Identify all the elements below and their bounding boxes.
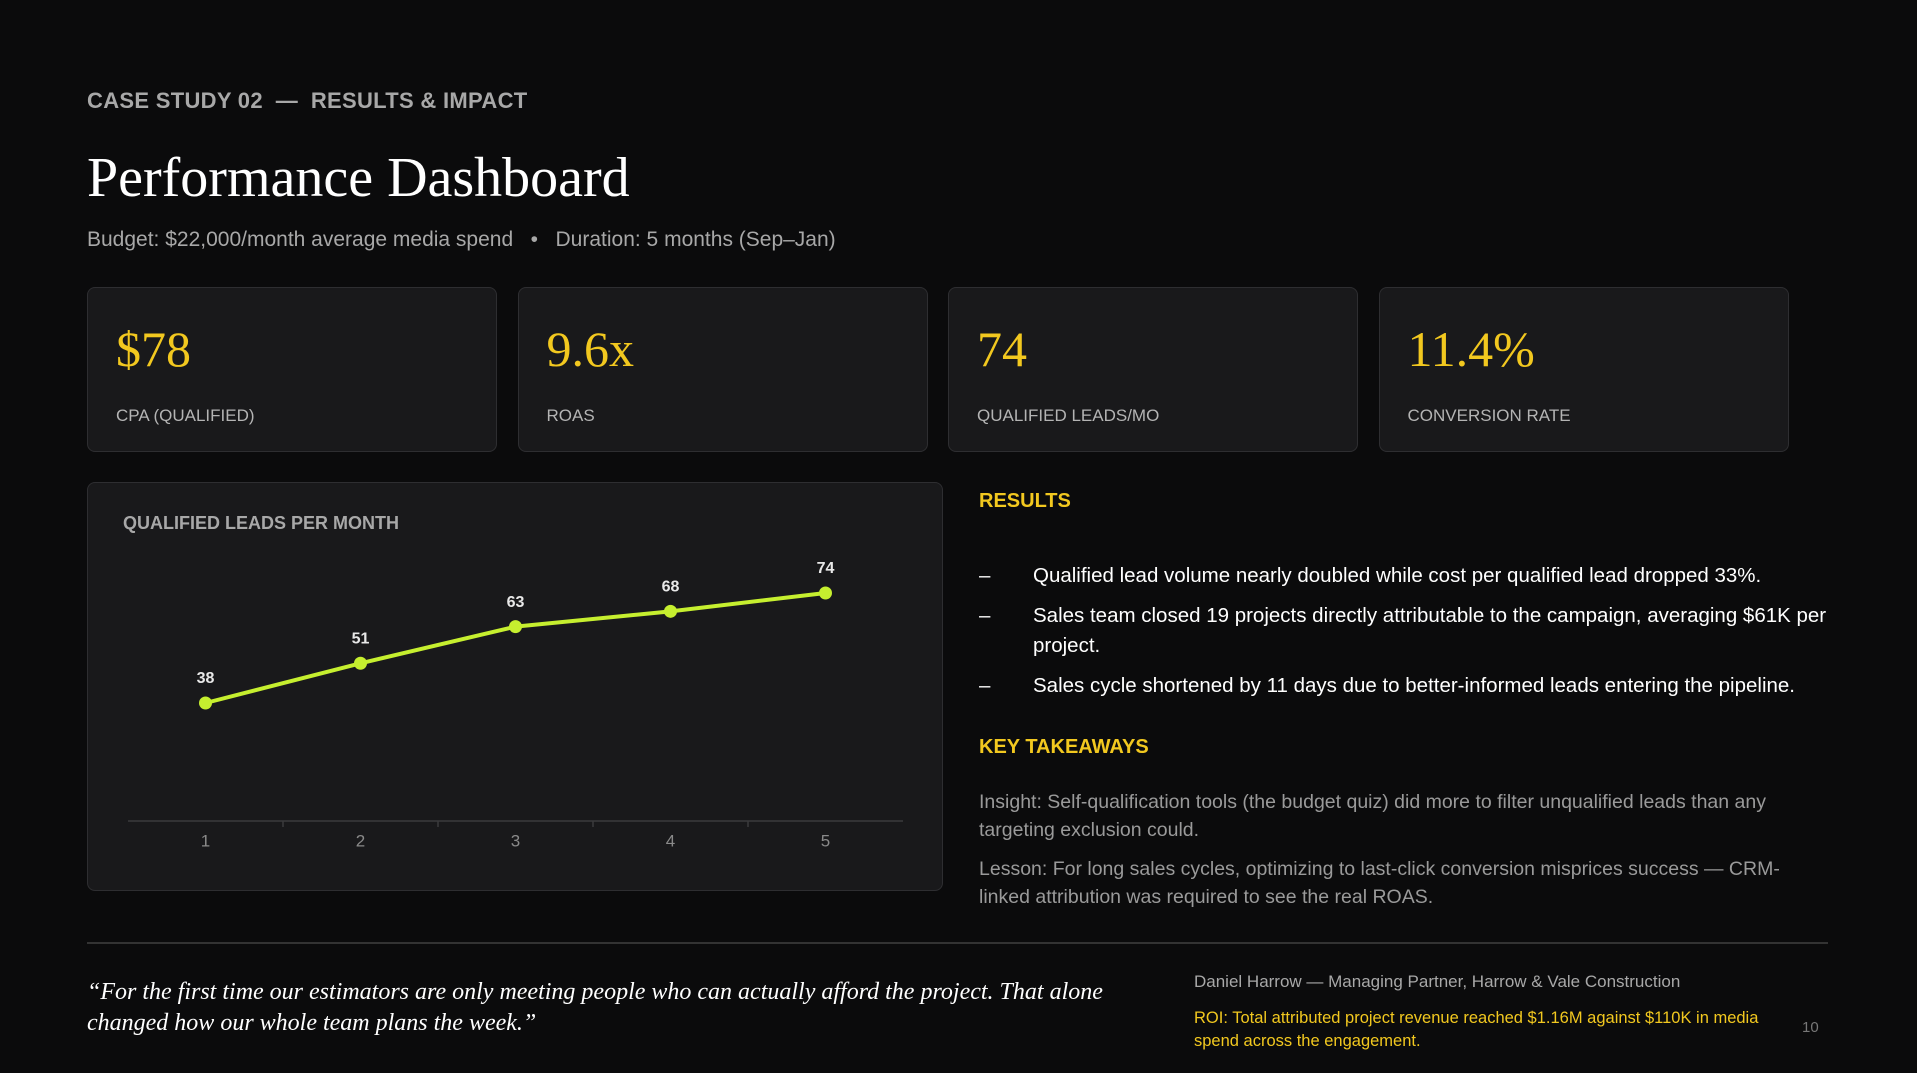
roi-note: ROI: Total attributed project revenue re…	[1194, 1009, 1759, 1050]
quote: “For the first time our estimators are o…	[87, 979, 1103, 1036]
result-text: Qualified lead volume nearly doubled whi…	[1033, 564, 1762, 587]
eyebrow: CASE STUDY 02 — RESULTS & IMPACT	[87, 88, 528, 113]
kpi-label: CPA (QUALIFIED)	[116, 406, 255, 425]
chart-card: QUALIFIED LEADS PER MONTH 1 2 3 4 5 38 51 63 68 74	[87, 482, 943, 891]
results-heading: RESULTS	[979, 490, 1071, 512]
x-tick-label: 3	[511, 831, 520, 850]
data-label: 51	[352, 630, 370, 647]
x-tick-label: 5	[821, 831, 830, 850]
kpi-card: 9.6x ROAS	[517, 287, 928, 452]
data-label: 68	[662, 579, 680, 596]
x-tick-label: 1	[201, 831, 210, 850]
meta: Budget: $22,000/month average media spen…	[87, 228, 836, 251]
data-label: 38	[197, 670, 215, 687]
eyebrow-text: CASE STUDY 02	[87, 88, 263, 113]
eyebrow-section: RESULTS & IMPACT	[310, 88, 528, 113]
point	[199, 696, 212, 710]
x-tick-label: 4	[666, 831, 675, 850]
result-item: – Sales cycle shortened by 11 days due to…	[979, 671, 1829, 701]
takeaways-heading: KEY TAKEAWAYS	[979, 736, 1149, 758]
meta-duration: Duration: 5 months (Sep–Jan)	[555, 228, 836, 251]
kpi-card: $78 CPA (QUALIFIED)	[87, 287, 497, 452]
kpi-value: 11.4%	[1407, 321, 1535, 377]
point	[664, 604, 677, 618]
kpi-value: 74	[977, 321, 1027, 377]
result-item: – Qualified lead volume nearly doubled wh…	[979, 561, 1829, 591]
kpi-value: 9.6x	[546, 321, 635, 377]
kpi-label: ROAS	[546, 406, 595, 425]
point	[819, 586, 832, 600]
result-text: Sales team closed 19 projects directly a…	[1033, 604, 1827, 657]
attribution: Daniel Harrow — Managing Partner, Harrow…	[1194, 972, 1681, 991]
data-label: 74	[817, 560, 835, 577]
point	[509, 620, 522, 634]
page-title: Performance Dashboard	[87, 147, 630, 209]
kpi-label: QUALIFIED LEADS/MO	[977, 406, 1160, 425]
chart: QUALIFIED LEADS PER MONTH 1 2 3 4 5 38 51 63 68 74	[123, 513, 903, 850]
x-tick-label: 2	[356, 831, 365, 850]
takeaway-item: Lesson: For long sales cycles, optimizin…	[979, 858, 1780, 908]
kpi-label: CONVERSION RATE	[1407, 406, 1571, 425]
page-number: 10	[1802, 1019, 1819, 1036]
data-label: 63	[507, 594, 525, 611]
result-text: Sales cycle shortened by 11 days due to …	[1033, 674, 1796, 697]
takeaway-item: Insight: Self-qualification tools (the b…	[979, 791, 1766, 841]
point	[354, 656, 367, 670]
meta-budget: Budget: $22,000/month average media spen…	[87, 228, 514, 251]
chart-title: QUALIFIED LEADS PER MONTH	[123, 513, 399, 533]
kpi-card: 74 QUALIFIED LEADS/MO	[948, 287, 1358, 452]
kpi-value: $78	[116, 321, 191, 377]
result-item: – Sales team closed 19 projects directly …	[979, 601, 1829, 661]
kpi-card: 11.4% CONVERSION RATE	[1378, 287, 1789, 452]
divider	[87, 942, 1828, 944]
